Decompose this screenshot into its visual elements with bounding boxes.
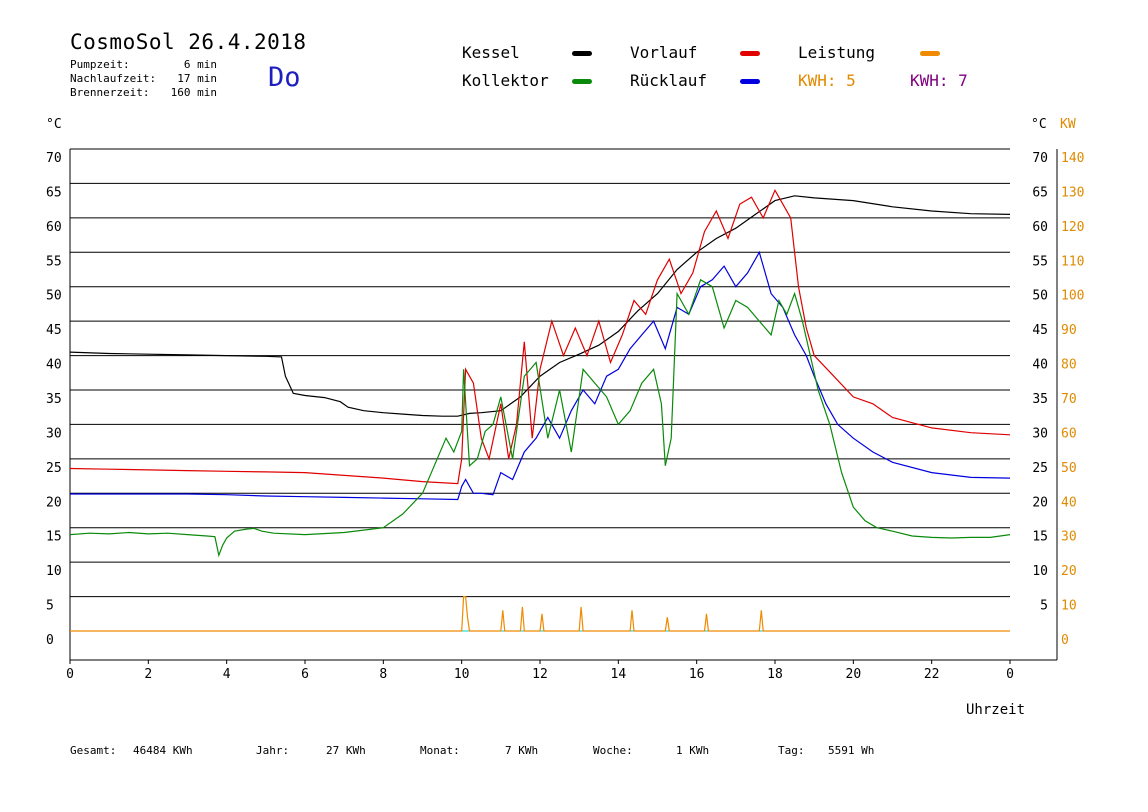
legend-ruecklauf-label: Rücklauf (630, 71, 708, 90)
y-axis-left-unit: °C (46, 117, 62, 132)
series-rcklauf-line (70, 250, 1011, 501)
y-axis-right-unit-kw: KW (1060, 117, 1076, 132)
y-tick-right-kw: 60 (1061, 426, 1077, 441)
footer-monat-label: Monat: (420, 744, 460, 757)
stat-pumpzeit-value: 6 min (183, 58, 217, 71)
stat-nachlaufzeit-value: 17 min (177, 72, 217, 85)
x-tick-label: 22 (924, 667, 940, 682)
y-tick-right-kw: 80 (1061, 358, 1077, 373)
series-kessel-line (69, 195, 1011, 417)
y-tick-right-c: 35 (1032, 392, 1048, 407)
chart-title: CosmoSol 26.4.2018 (70, 30, 307, 54)
y-tick-right-kw: 40 (1061, 495, 1077, 510)
legend-ruecklauf-swatch (740, 79, 760, 84)
y-tick-right-kw: 130 (1061, 185, 1084, 200)
y-tick-right-c: 20 (1032, 495, 1048, 510)
y-tick-right-c: 10 (1032, 564, 1048, 579)
y-tick-right-c: 25 (1032, 461, 1048, 476)
legend-vorlauf-label: Vorlauf (630, 43, 698, 62)
x-tick-label: 0 (66, 667, 74, 682)
y-tick-left: 65 (46, 185, 62, 200)
y-tick-right-kw: 20 (1061, 564, 1077, 579)
y-tick-right-kw: 0 (1061, 633, 1069, 648)
y-tick-right-kw: 70 (1061, 392, 1077, 407)
x-tick-label: 4 (223, 667, 231, 682)
footer-jahr-label: Jahr: (256, 744, 290, 757)
x-tick-label: 20 (846, 667, 862, 682)
x-tick-label: 8 (379, 667, 387, 682)
y-tick-right-c: 30 (1032, 426, 1048, 441)
y-tick-right-kw: 100 (1061, 289, 1084, 304)
y-tick-right-c: 5 (1040, 599, 1048, 614)
y-tick-right-kw: 120 (1061, 220, 1084, 235)
legend-leistung-label: Leistung (798, 43, 876, 62)
y-tick-left: 35 (46, 392, 62, 407)
footer-woche-label: Woche: (593, 744, 633, 757)
y-tick-left: 50 (46, 289, 62, 304)
x-tick-label: 2 (144, 667, 152, 682)
footer-tag-label: Tag: (778, 744, 805, 757)
x-tick-label: 0 (1006, 667, 1014, 682)
y-tick-right-c: 50 (1032, 289, 1048, 304)
stat-pumpzeit-label: Pumpzeit: (70, 58, 130, 71)
y-tick-right-kw: 140 (1061, 151, 1084, 166)
legend-kollektor-label: Kollektor (462, 71, 549, 90)
y-tick-right-c: 55 (1032, 254, 1048, 269)
stat-nachlaufzeit-label: Nachlaufzeit: (70, 72, 157, 85)
y-tick-right-c: 70 (1032, 151, 1048, 166)
y-tick-left: 5 (46, 599, 54, 614)
footer-monat-value: 7 KWh (505, 744, 539, 757)
stat-brennerzeit-value: 160 min (170, 86, 217, 99)
y-axis-right-unit-c: °C (1031, 117, 1047, 132)
y-tick-right-c: 60 (1032, 220, 1048, 235)
footer-jahr-value: 27 KWh (326, 744, 366, 757)
legend-kwh-purple: KWH: 7 (910, 71, 968, 90)
y-tick-left: 55 (46, 254, 62, 269)
legend-kessel-swatch (572, 51, 592, 56)
weekday-label: Do (268, 62, 301, 93)
y-tick-right-kw: 110 (1061, 254, 1084, 269)
x-tick-label: 18 (767, 667, 783, 682)
y-tick-right-c: 65 (1032, 185, 1048, 200)
series-leistung-line (70, 595, 1010, 632)
x-tick-label: 6 (301, 667, 309, 682)
y-tick-left: 0 (46, 633, 54, 648)
y-tick-left: 10 (46, 564, 62, 579)
footer-gesamt-value: 46484 KWh (133, 744, 193, 757)
x-tick-label: 10 (454, 667, 470, 682)
stat-brennerzeit-label: Brennerzeit: (70, 86, 150, 99)
y-tick-left: 40 (46, 358, 62, 373)
footer-woche-value: 1 KWh (676, 744, 710, 757)
y-tick-left: 30 (46, 426, 62, 441)
legend-kwh-orange: KWH: 5 (798, 71, 856, 90)
footer-gesamt-label: Gesamt: (70, 744, 117, 757)
y-tick-left: 15 (46, 530, 62, 545)
legend-kollektor-swatch (572, 79, 592, 84)
legend-leistung-swatch (920, 51, 940, 56)
x-tick-label: 14 (611, 667, 627, 682)
y-tick-right-kw: 50 (1061, 461, 1077, 476)
y-tick-left: 20 (46, 495, 62, 510)
x-axis-label: Uhrzeit (966, 702, 1026, 718)
y-tick-left: 70 (46, 151, 62, 166)
series-vorlauf-line (69, 188, 1011, 485)
y-tick-right-c: 40 (1032, 358, 1048, 373)
y-tick-right-kw: 10 (1061, 599, 1077, 614)
y-tick-right-kw: 30 (1061, 530, 1077, 545)
legend-kessel-label: Kessel (462, 43, 520, 62)
y-tick-right-kw: 90 (1061, 323, 1077, 338)
y-tick-right-c: 15 (1032, 530, 1048, 545)
y-tick-left: 45 (46, 323, 62, 338)
x-tick-label: 16 (689, 667, 705, 682)
y-tick-right-c: 45 (1032, 323, 1048, 338)
x-tick-label: 12 (532, 667, 548, 682)
footer-tag-value: 5591 Wh (828, 744, 875, 757)
series-kollektor-line (69, 278, 1011, 558)
y-tick-left: 25 (46, 461, 62, 476)
legend-vorlauf-swatch (740, 51, 760, 56)
y-tick-left: 60 (46, 220, 62, 235)
